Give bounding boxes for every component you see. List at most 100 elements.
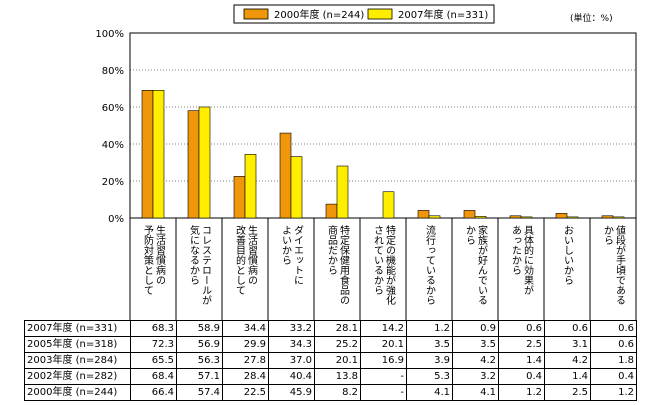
table-cell: 66.4 [130,384,177,401]
table-cell: - [360,368,407,385]
table-cell: 0.4 [590,368,637,385]
bar [233,176,246,219]
table-cell: 28.4 [222,368,269,385]
table-cell: 0.6 [498,320,545,337]
table-cell: 20.1 [360,336,407,353]
table-cell: 2.5 [498,336,545,353]
table-cell: 57.1 [176,368,223,385]
table-cell: 27.8 [222,352,269,369]
row-label: 2007年度 (n=331) [24,320,131,337]
unit-label: (単位：%) [570,12,613,24]
category-label: 改善目的として [234,224,246,295]
table-cell: 56.9 [176,336,223,353]
table-cell: 37.0 [268,352,315,369]
table-cell: 1.2 [406,320,453,337]
category-label: 予防対策として [142,225,154,295]
bar [601,215,614,219]
category-label: されているから [372,225,384,295]
category-label: 家族が好んでいる [476,224,488,305]
table-cell: 34.4 [222,320,269,337]
table-cell: 72.3 [130,336,177,353]
table-cell: 5.3 [406,368,453,385]
table-cell: 14.2 [360,320,407,337]
row-label: 2005年度 (n=318) [24,336,131,353]
table-cell: 1.2 [498,384,545,401]
bar [555,213,568,219]
bar [566,216,579,219]
bar [612,216,625,219]
category-label: あったから [510,225,522,275]
table-cell: 25.2 [314,336,361,353]
table-cell: 0.9 [452,320,499,337]
legend-swatch [367,8,393,20]
table-cell: 20.1 [314,352,361,369]
bar [279,132,292,219]
table-cell: 29.9 [222,336,269,353]
table-cell: 0.4 [498,368,545,385]
table-cell: 34.3 [268,336,315,353]
bar [141,90,154,219]
table-cell: 4.2 [452,352,499,369]
bar [509,215,522,219]
bar [336,165,349,219]
table-cell: 65.5 [130,352,177,369]
category-label: コレステロールが [200,225,212,305]
bar [325,203,338,219]
table-cell: 22.5 [222,384,269,401]
table-cell: 33.2 [268,320,315,337]
chart-legend: 2000年度 (n=244) 2007年度 (n=331) [233,4,495,24]
table-row: 2000年度 (n=244) 66.4 57.4 22.5 45.9 8.2-4.1 4.1… [24,384,637,401]
data-table: 2007年度 (n=331) 68.3 58.9 34.4 33.2 28.1 14.2 1.… [24,320,637,401]
y-tick-label: 100% [95,29,124,40]
table-cell: 3.5 [406,336,453,353]
bar [187,110,200,219]
table-row: 2003年度 (n=284) 65.5 56.3 27.8 37.0 20.1 16.9 3.… [24,352,637,369]
table-cell: 0.6 [544,320,591,337]
category-label: 値段が手頃である [614,224,626,305]
category-label: 特定の機能が強化 [384,225,396,305]
table-cell: 0.6 [590,336,637,353]
bar [290,156,303,219]
table-cell: 1.2 [590,384,637,401]
table-row: 2007年度 (n=331) 68.3 58.9 34.4 33.2 28.1 14.2 1.… [24,320,637,337]
table-cell: 3.9 [406,352,453,369]
category-label: 商品だから [326,224,338,275]
category-label: 生活習慣病の [154,224,166,285]
category-label: 生活習慣病の [246,224,258,285]
table-cell: 57.4 [176,384,223,401]
category-label: から [602,225,614,245]
bar [244,154,257,219]
bar [463,210,476,219]
y-tick-label: 20% [102,177,124,188]
table-cell: 4.1 [406,384,453,401]
category-label: 具体的に効果が [522,225,534,295]
legend-label: 2007年度 (n=331) [398,8,488,21]
table-cell: 40.4 [268,368,315,385]
legend-box [233,4,495,24]
table-cell: 8.2 [314,384,361,401]
bar [152,90,165,219]
category-label: 気になるから [188,224,200,285]
table-cell: 1.8 [590,352,637,369]
table-cell: 3.1 [544,336,591,353]
chart-axes: 0% 20% 40% 60% 80% 100% [95,29,637,320]
row-label: 2000年度 (n=244) [24,384,131,401]
y-tick-label: 60% [102,103,124,114]
table-row: 2002年度 (n=282) 68.4 57.1 28.4 40.4 13.8-5.3 3.… [24,368,637,385]
legend-label: 2000年度 (n=244) [274,8,364,21]
table-cell: 16.9 [360,352,407,369]
legend-swatch [243,8,269,20]
table-cell: 28.1 [314,320,361,337]
bar [382,191,395,219]
table-cell: 3.5 [452,336,499,353]
table-cell: 45.9 [268,384,315,401]
row-label: 2003年度 (n=284) [24,352,131,369]
bar [520,216,533,219]
table-cell: 1.4 [544,368,591,385]
table-cell: 13.8 [314,368,361,385]
table-cell: 58.9 [176,320,223,337]
table-cell: 68.4 [130,368,177,385]
y-tick-label: 40% [102,140,124,151]
